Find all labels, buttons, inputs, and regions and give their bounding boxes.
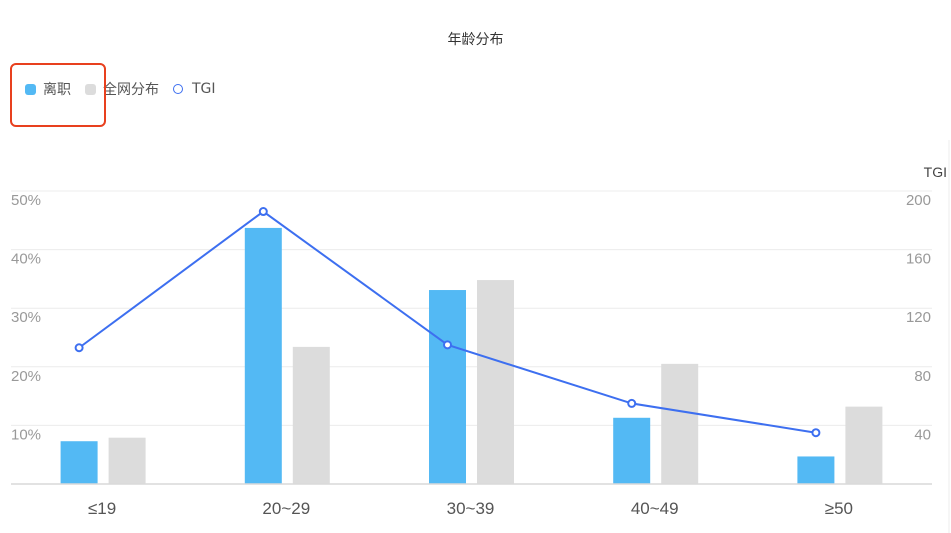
tgi-point: [258, 207, 268, 217]
bar-resigned: [429, 290, 466, 484]
y-tick-label: 20%: [11, 368, 41, 385]
x-tick-label: 30~39: [447, 499, 495, 518]
y2-tick-label: 160: [906, 251, 931, 268]
y-tick-label: 30%: [11, 309, 41, 326]
legend-item-network-distribution[interactable]: 全网分布: [85, 79, 159, 99]
chart-legend: 离职 全网分布 TGI: [25, 79, 230, 99]
tgi-point: [627, 398, 637, 408]
bar-resigned: [60, 441, 98, 484]
tgi-point: [443, 340, 452, 350]
bar-network: [108, 437, 146, 484]
y2-axis-title: TGI: [924, 164, 947, 180]
highlight-annotation-box: [10, 63, 106, 127]
y-axis-left: 10% 20% 30% 40% 50%: [11, 192, 41, 443]
gridlines: [11, 190, 932, 426]
bar-resigned: [244, 227, 282, 484]
bar-series: [60, 227, 883, 484]
x-axis: ≤19 20~29 30~39 40~49 ≥50: [11, 483, 932, 518]
y2-tick-label: 40: [914, 426, 931, 443]
tgi-point: [811, 428, 821, 438]
bar-network: [845, 406, 883, 484]
y-tick-label: 50%: [11, 192, 41, 209]
bar-resigned: [797, 456, 835, 484]
y-tick-label: 10%: [11, 426, 41, 443]
tgi-point: [74, 343, 84, 353]
x-tick-label: 40~49: [631, 499, 679, 518]
legend-label: TGI: [192, 81, 216, 97]
x-tick-label: ≥50: [825, 499, 853, 518]
chart-title: 年龄分布: [447, 32, 504, 48]
legend-swatch-icon: [85, 83, 96, 95]
legend-item-resigned[interactable]: 离职: [25, 79, 71, 99]
legend-label: 离职: [43, 82, 71, 98]
legend-label: 全网分布: [103, 82, 159, 98]
legend-swatch-icon: [25, 83, 36, 95]
y-axis-right: 40 80 120 160 200 TGI: [906, 164, 947, 443]
y2-tick-label: 120: [906, 309, 931, 326]
bar-network: [292, 346, 330, 484]
y2-tick-label: 80: [914, 368, 931, 385]
tgi-line-series: [74, 207, 821, 438]
legend-item-tgi[interactable]: TGI: [173, 81, 216, 97]
x-tick-label: ≤19: [88, 499, 116, 518]
y-tick-label: 40%: [11, 251, 41, 268]
x-tick-label: 20~29: [262, 499, 310, 518]
y2-tick-label: 200: [906, 192, 931, 209]
bar-network: [477, 280, 514, 484]
legend-circle-icon: [173, 84, 183, 94]
bar-network: [661, 363, 699, 484]
bar-resigned: [613, 417, 651, 484]
